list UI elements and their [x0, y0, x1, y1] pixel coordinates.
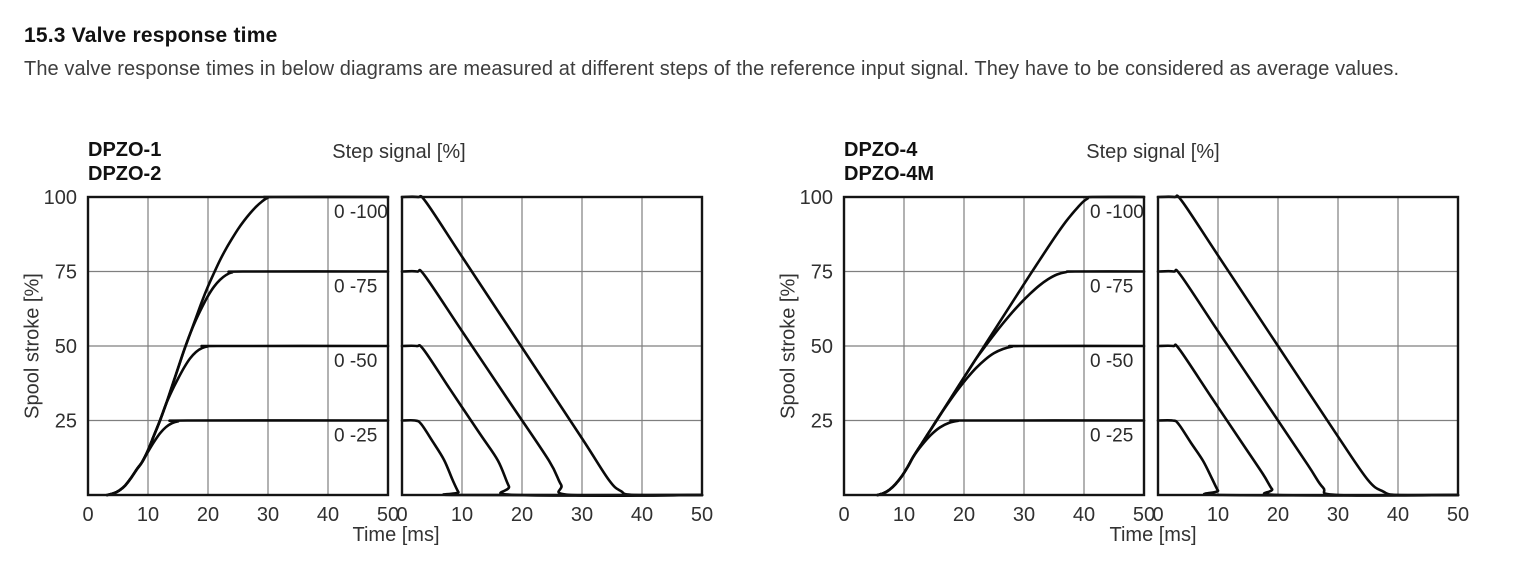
model-label: DPZO-1: [88, 139, 162, 161]
curve-label: 0 -75: [334, 277, 377, 298]
step-signal-title: Step signal [%]: [332, 141, 466, 163]
x-tick-label: 0: [838, 504, 849, 526]
x-tick-label: 0: [396, 504, 407, 526]
curve-label-bg: [329, 422, 387, 449]
model-label: DPZO-2: [88, 163, 162, 185]
curve-label-bg: [329, 198, 387, 226]
plot-frame: [842, 195, 1146, 497]
x-tick-label: 40: [1073, 504, 1095, 526]
curve-25-0: [1156, 418, 1460, 497]
curve-label: 0 -100: [1090, 202, 1144, 223]
x-axis-label: Time [ms]: [352, 524, 440, 546]
y-tick-label: 75: [55, 262, 77, 284]
model-labels-dpzo-4-4m: DPZO-4 DPZO-4M: [844, 138, 934, 186]
x-tick-label: 30: [1013, 504, 1035, 526]
step-down-chart-dpzo-4-4m: 0 10 20 30 40 50: [1152, 194, 1469, 526]
curve-label-bg: [329, 273, 387, 300]
x-tick-label: 20: [511, 504, 533, 526]
curve-label: 0 -75: [1090, 277, 1133, 298]
x-tick-label: 20: [1267, 504, 1289, 526]
y-tick-label: 50: [811, 336, 833, 358]
x-tick-label: 20: [953, 504, 975, 526]
y-tick-label: 25: [811, 411, 833, 433]
x-tick-label: 20: [197, 504, 219, 526]
y-tick-label: 50: [55, 336, 77, 358]
curve-label: 0 -25: [1090, 426, 1133, 447]
x-tick-label: 40: [631, 504, 653, 526]
section-heading: 15.3 Valve response time: [24, 24, 278, 47]
step-up-chart-dpzo-4-4m: 0 -100 0 -75 0 -50 0 -25 0 10 20 30 40 50 25 50 75 10…: [800, 187, 1156, 526]
x-tick-label: 10: [451, 504, 473, 526]
x-axis-label: Time [ms]: [1109, 524, 1197, 546]
curve-label-bg: [1085, 422, 1143, 449]
intro-text: The valve response times in below diagra…: [24, 58, 1400, 80]
curve-label: 0 -50: [1090, 351, 1133, 372]
x-tick-label: 30: [257, 504, 279, 526]
plot-frame: [400, 195, 704, 497]
step-down-chart-dpzo-1-2: 0 10 20 30 40 50: [396, 194, 713, 526]
curve-label: 0 -100: [334, 202, 388, 223]
model-labels-dpzo-1-2: DPZO-1 DPZO-2: [88, 138, 161, 186]
x-tick-label: 30: [571, 504, 593, 526]
curve-label: 0 -50: [334, 351, 377, 372]
curve-label-bg: [1085, 347, 1143, 375]
y-tick-label: 100: [800, 187, 833, 209]
y-tick-label: 25: [55, 411, 77, 433]
x-tick-label: 50: [377, 504, 399, 526]
model-label: DPZO-4M: [844, 163, 934, 185]
y-axis-label: Spool stroke [%]: [21, 273, 44, 419]
x-tick-label: 0: [82, 504, 93, 526]
x-tick-label: 0: [1152, 504, 1163, 526]
y-tick-label: 100: [44, 187, 77, 209]
x-tick-label: 40: [317, 504, 339, 526]
model-label: DPZO-4: [844, 139, 918, 161]
plot-frame: [1156, 195, 1460, 497]
x-tick-label: 50: [1133, 504, 1155, 526]
x-tick-label: 50: [1447, 504, 1469, 526]
x-tick-label: 50: [691, 504, 713, 526]
step-up-chart-dpzo-1-2: 0 -100 0 -75 0 -50 0 -25 0 10 20 30 40 50 25 50 75 10…: [44, 187, 400, 526]
x-tick-label: 10: [893, 504, 915, 526]
y-tick-label: 75: [811, 262, 833, 284]
curve-label-bg: [329, 347, 387, 375]
plot-frame: [86, 195, 390, 497]
x-tick-label: 10: [137, 504, 159, 526]
step-signal-title: Step signal [%]: [1086, 141, 1220, 163]
curve-label-bg: [1085, 273, 1143, 300]
curve-25-0: [400, 418, 704, 497]
curve-label-bg: [1085, 198, 1143, 226]
curve-label: 0 -25: [334, 426, 377, 447]
curve-0-25: [105, 419, 390, 497]
y-axis-label: Spool stroke [%]: [777, 273, 800, 419]
x-tick-label: 40: [1387, 504, 1409, 526]
x-tick-label: 30: [1327, 504, 1349, 526]
curve-0-25: [876, 419, 1146, 497]
curve-0-75: [105, 270, 390, 497]
x-tick-label: 10: [1207, 504, 1229, 526]
